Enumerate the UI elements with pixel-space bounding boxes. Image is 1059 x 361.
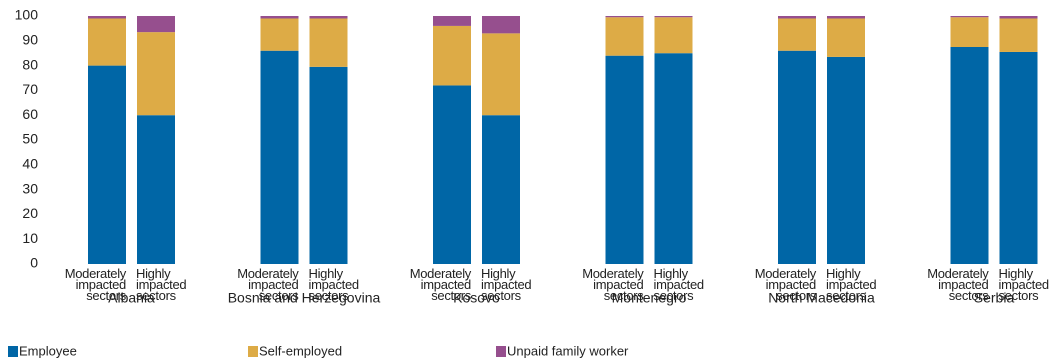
bar-segment [309, 18, 348, 67]
y-tick-label: 70 [22, 81, 38, 97]
x-tick-label: Highly impacted sectors [136, 266, 187, 303]
bar-segment [999, 18, 1038, 52]
bar-segment [260, 50, 299, 264]
y-tick-label: 50 [22, 131, 38, 147]
y-tick-label: 10 [22, 230, 38, 246]
legend-label: Self-employed [259, 343, 342, 358]
bar-segment [950, 17, 989, 47]
x-tick-label: Highly impacted sectors [481, 266, 532, 303]
y-tick-label: 90 [22, 32, 38, 48]
x-tick-label: Moderately impacted sectors [409, 266, 472, 303]
bar-segment [827, 18, 865, 57]
legend-label: Employee [19, 343, 77, 358]
group-label: Serbia [974, 290, 1015, 306]
bar-segment [999, 51, 1038, 265]
y-tick-label: 0 [30, 255, 38, 271]
x-tick-label: Moderately impacted sectors [237, 266, 299, 303]
x-tick-label: Moderately impacted sectors [927, 266, 989, 303]
x-tick-label: Moderately impacted sectors [754, 266, 817, 303]
bar-segment [827, 56, 865, 264]
bar-segment [137, 16, 175, 33]
bar-segment [137, 115, 175, 264]
bar-segment [433, 16, 471, 26]
bar-segment [605, 17, 644, 56]
bar-segment [778, 16, 816, 19]
x-tick-label: Moderately impacted sectors [582, 266, 644, 303]
bar-segment [309, 16, 348, 19]
bar-segment [999, 16, 1038, 19]
y-tick-label: 60 [22, 106, 38, 122]
bar-segment [778, 18, 816, 51]
bar-segment [605, 55, 644, 265]
bar-segment [137, 32, 175, 116]
group-label: North Macedonia [768, 290, 875, 306]
x-tick-label: Moderately impacted sectors [64, 266, 127, 303]
group-label: Kosovo [453, 290, 500, 306]
bar-segment [260, 18, 299, 51]
bar-segment [950, 47, 989, 264]
group-label: Albania [108, 290, 155, 306]
bar-segment [88, 18, 126, 66]
bar-segment [260, 16, 299, 19]
x-tick-label: Highly impacted sectors [826, 266, 877, 303]
bar-segment [654, 16, 693, 18]
bar-segment [433, 25, 471, 86]
y-tick-label: 20 [22, 205, 38, 221]
bar-segment [88, 65, 126, 264]
legend-swatch [496, 346, 506, 357]
bar-segment [88, 16, 126, 19]
bar-segment [482, 16, 520, 34]
legend-swatch [248, 346, 258, 357]
y-tick-label: 30 [22, 180, 38, 196]
bar-segment [433, 85, 471, 264]
bar-segment [950, 16, 989, 18]
group-label: Montenegro [612, 290, 687, 306]
y-tick-label: 100 [15, 7, 39, 23]
bar-segment [309, 66, 348, 264]
y-tick-label: 80 [22, 56, 38, 72]
bar-segment [778, 50, 816, 264]
bar-segment [482, 115, 520, 264]
x-tick-label: Highly impacted sectors [308, 266, 360, 303]
y-tick-label: 40 [22, 156, 38, 172]
x-tick-label: Highly impacted sectors [998, 266, 1050, 303]
x-tick-label: Highly impacted sectors [653, 266, 705, 303]
bar-segment [482, 33, 520, 116]
group-label: Bosnia and Herzegovina [228, 290, 381, 306]
bar-segment [654, 53, 693, 265]
legend-label: Unpaid family worker [507, 343, 629, 358]
bar-segment [827, 16, 865, 19]
bar-segment [605, 16, 644, 18]
bar-segment [654, 17, 693, 54]
legend-swatch [8, 346, 18, 357]
